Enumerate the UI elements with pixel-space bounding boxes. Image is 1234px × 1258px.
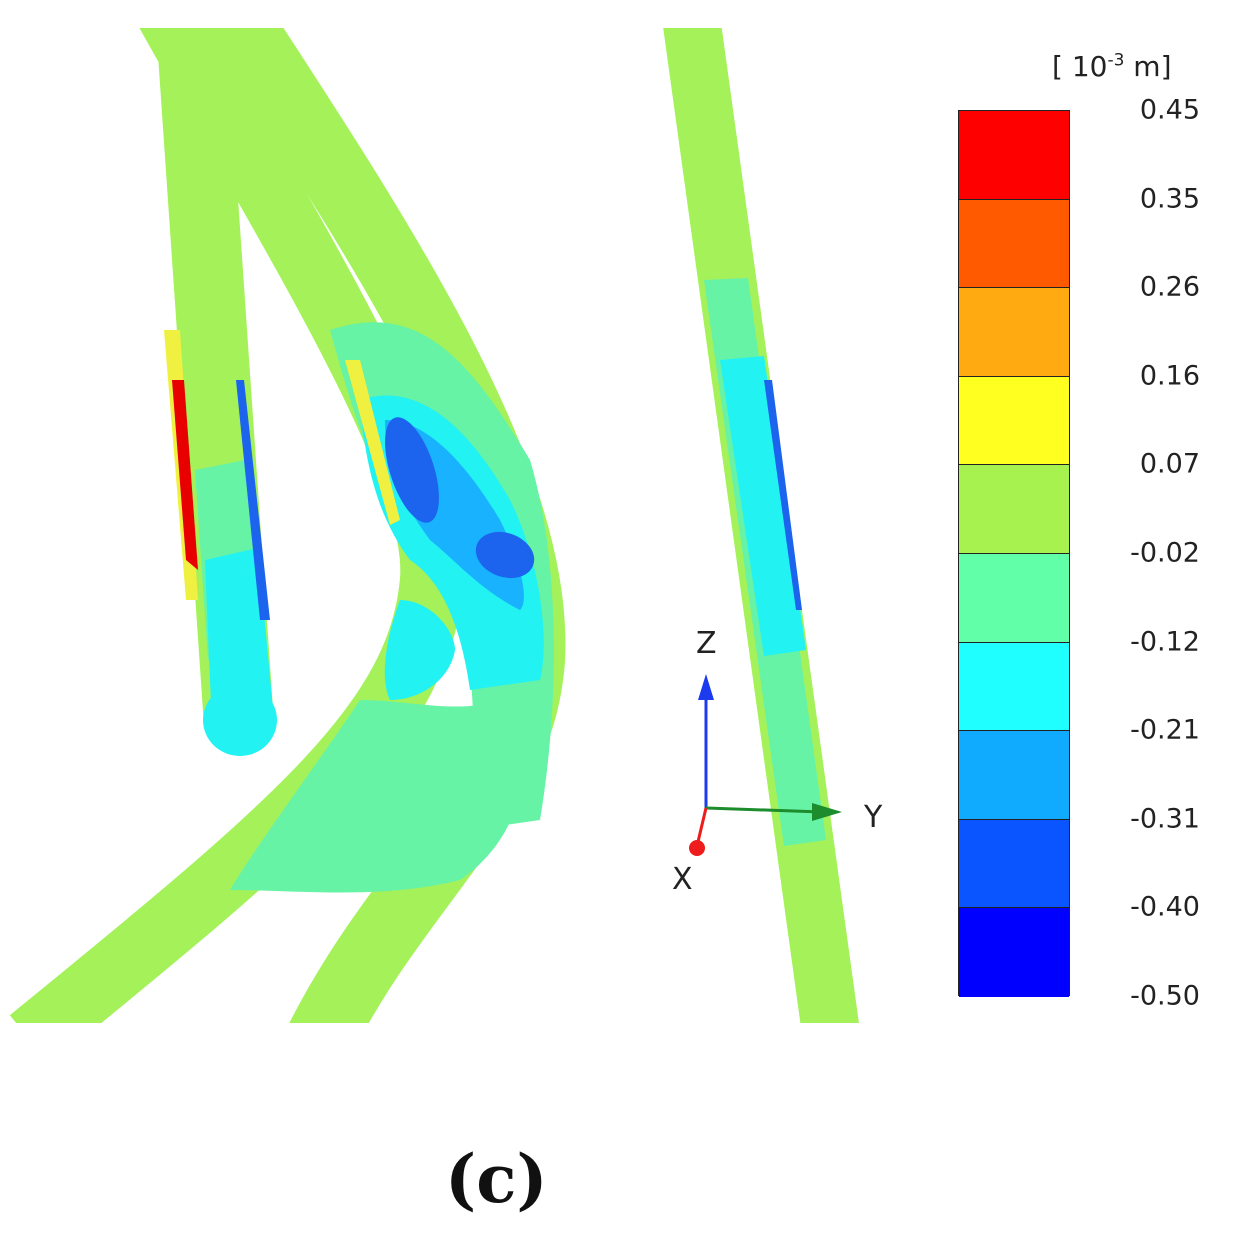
contour-patch-inner-end — [203, 684, 277, 756]
legend-band — [959, 819, 1069, 909]
legend-band — [959, 465, 1069, 554]
contour-patch-bend-blue-1 — [385, 417, 439, 523]
color-legend-bar — [958, 110, 1070, 997]
legend-tick-label: -0.02 — [1130, 537, 1200, 569]
contour-patch-lower-cyan — [384, 600, 455, 700]
legend-band — [959, 111, 1069, 200]
x-axis — [695, 807, 708, 847]
legend-tick-label: -0.50 — [1130, 980, 1200, 1012]
figure-caption: (c) — [445, 1140, 548, 1218]
legend-band — [959, 376, 1069, 466]
z-axis-arrow — [698, 674, 714, 700]
legend-tick-label: -0.31 — [1130, 803, 1200, 835]
legend-band — [959, 554, 1069, 643]
contour-patch-bend-yellow — [345, 360, 400, 525]
legend-band — [959, 731, 1069, 820]
right-contour-blue — [764, 380, 802, 610]
legend-unit-label: [ 10-3 m] — [1052, 50, 1172, 83]
legend-band — [959, 288, 1069, 377]
contour-patch-inner-blue — [236, 380, 270, 620]
legend-tick-label: 0.16 — [1139, 360, 1200, 392]
x-axis-marker — [689, 840, 705, 856]
contour-patch-inner-red — [172, 380, 198, 570]
legend-tick-label: 0.35 — [1139, 183, 1200, 215]
legend-band — [959, 642, 1069, 732]
legend-tick-label: -0.40 — [1130, 891, 1200, 923]
z-axis-label: Z — [696, 626, 717, 661]
left-tube-assembly — [9, 28, 566, 1023]
legend-tick-label: 0.45 — [1139, 94, 1200, 126]
legend-band — [959, 908, 1069, 997]
legend-tick-label: -0.12 — [1130, 626, 1200, 658]
y-axis — [705, 806, 823, 814]
right-tube-assembly — [663, 28, 859, 1023]
legend-tick-label: 0.07 — [1139, 448, 1200, 480]
legend-tick-label: 0.26 — [1139, 271, 1200, 303]
y-axis-arrow — [812, 803, 842, 821]
x-axis-label: X — [672, 862, 693, 897]
y-axis-label: Y — [864, 800, 883, 835]
contour-patch-bend-blue-2 — [475, 531, 535, 579]
legend-tick-label: -0.21 — [1130, 714, 1200, 746]
legend-band — [959, 199, 1069, 289]
axis-triad — [689, 674, 842, 856]
right-contour-cyan — [720, 356, 806, 656]
contour-patch-inner-cyan — [205, 548, 274, 728]
contour-patch-lower-mint — [230, 690, 528, 893]
